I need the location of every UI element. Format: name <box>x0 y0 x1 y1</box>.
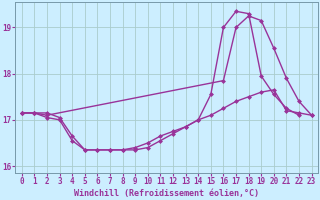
X-axis label: Windchill (Refroidissement éolien,°C): Windchill (Refroidissement éolien,°C) <box>74 189 259 198</box>
